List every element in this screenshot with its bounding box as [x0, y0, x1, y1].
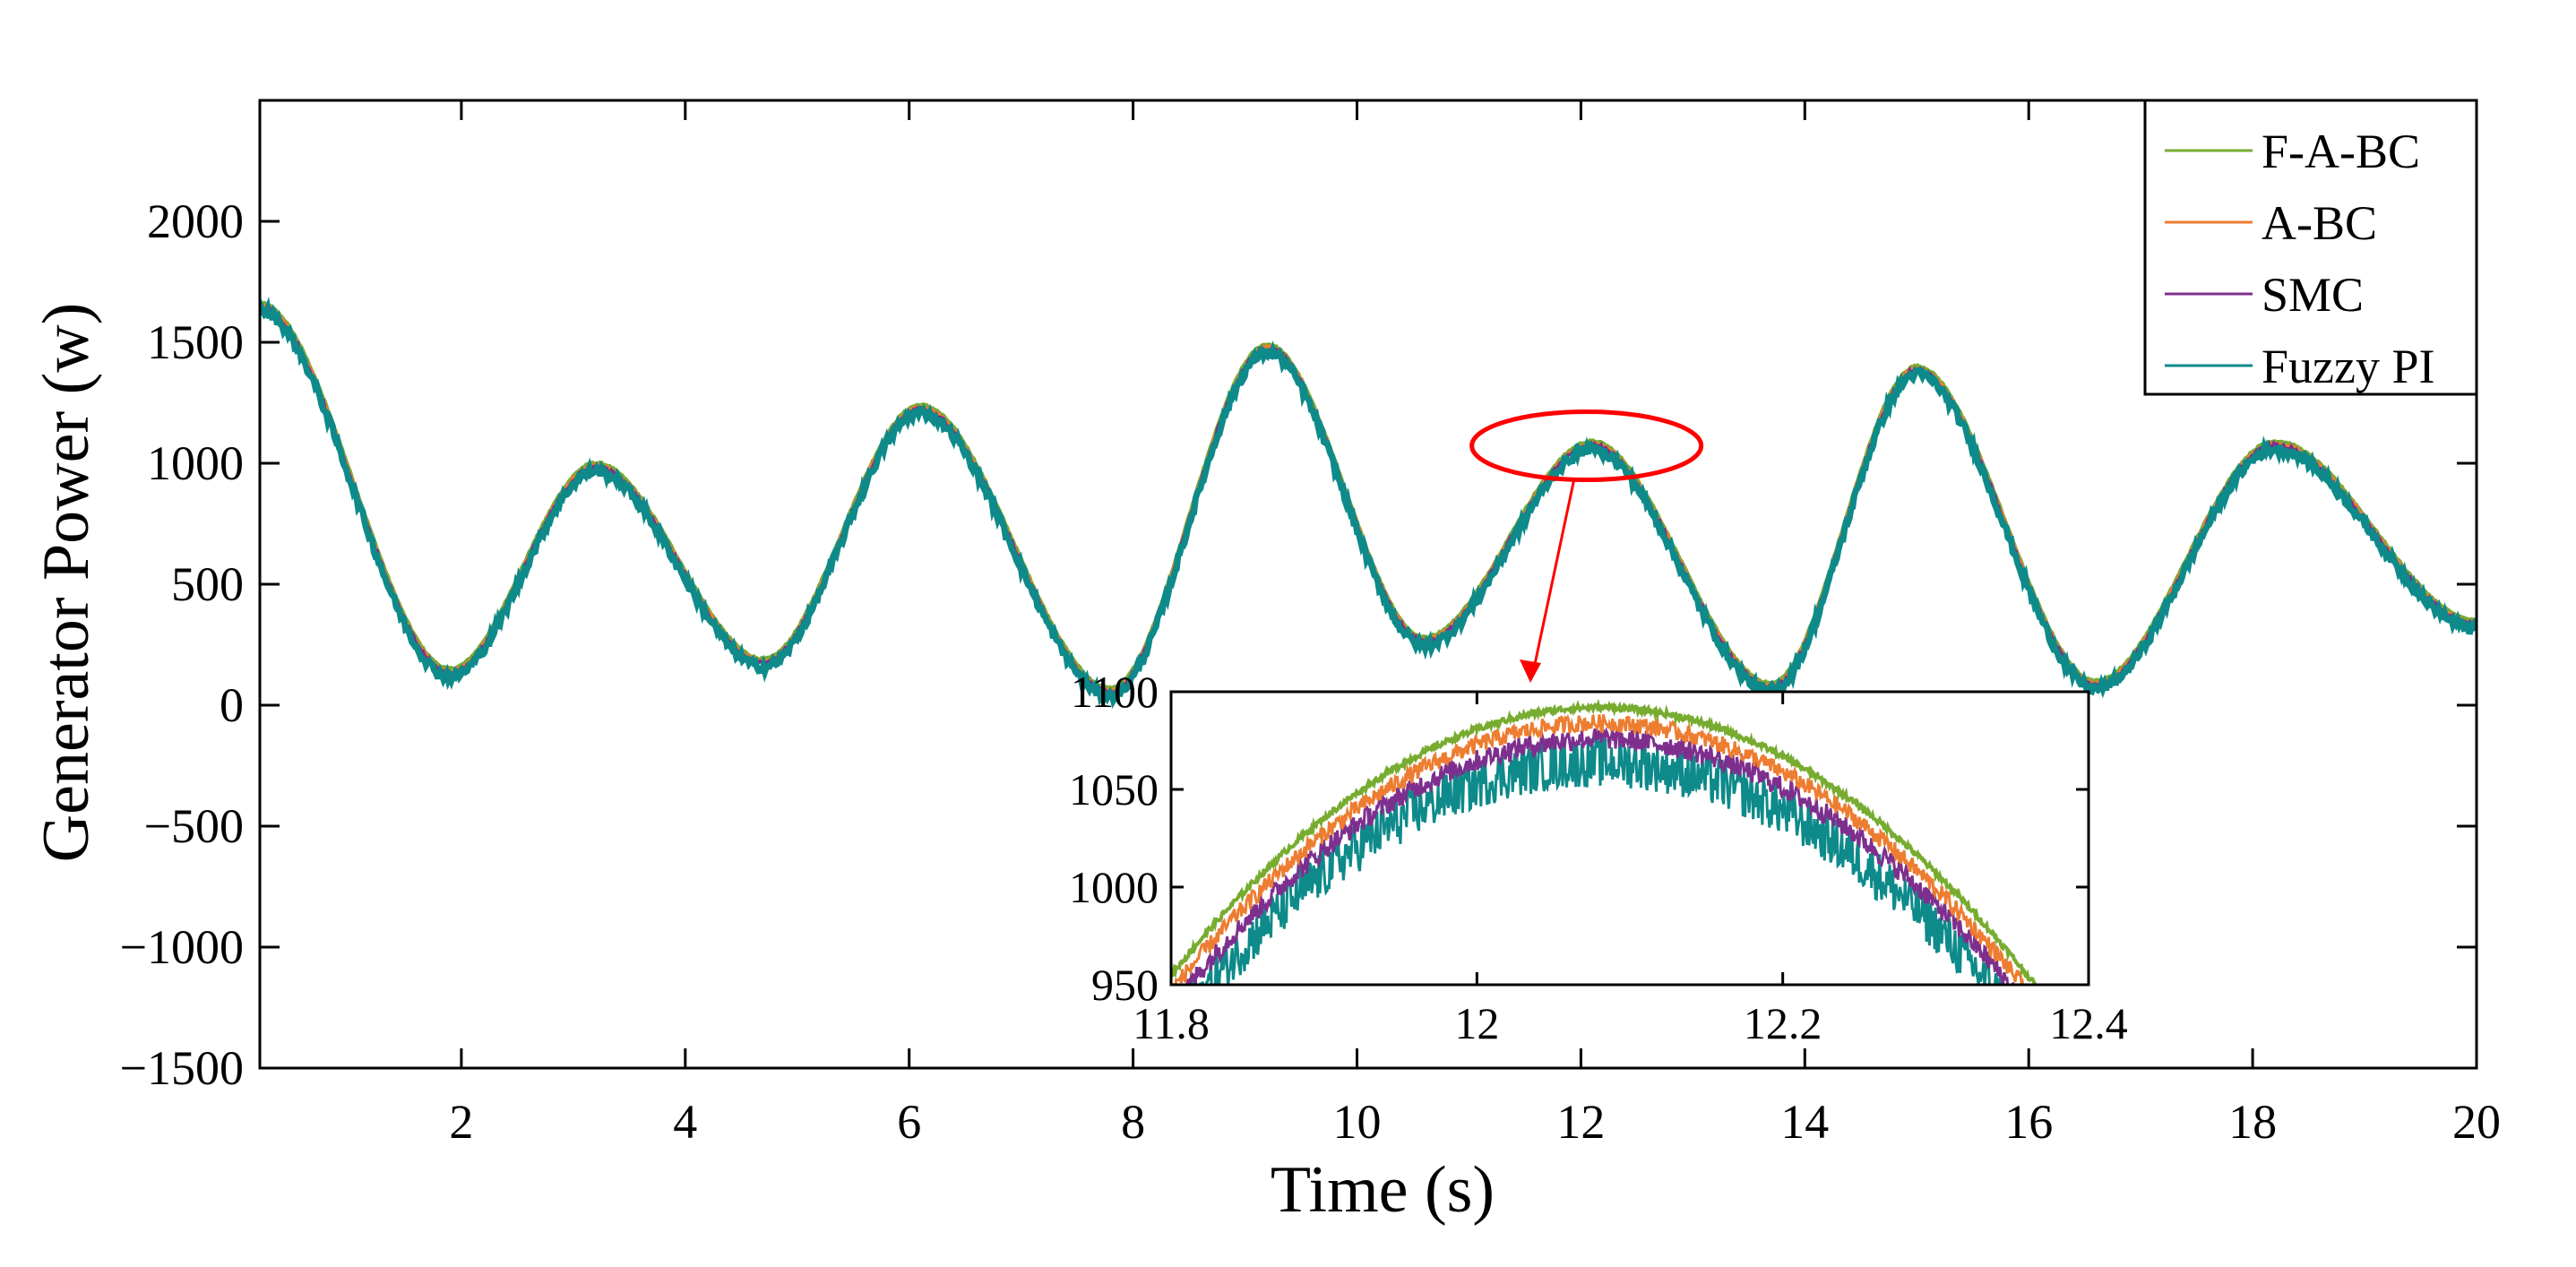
- inset-axes-box: [1169, 690, 2090, 987]
- x-tick-label: 16: [2004, 1095, 2053, 1149]
- y-tick-label: 500: [171, 557, 244, 611]
- highlight-ellipse: [1469, 409, 1704, 482]
- x-tick-label: 6: [897, 1095, 921, 1149]
- x-tick-label: 14: [1780, 1095, 1829, 1149]
- inset-x-tick-label: 12: [1454, 998, 1499, 1048]
- zoom-arrow-head: [1520, 659, 1541, 683]
- x-tick-label: 18: [2228, 1095, 2277, 1149]
- zoom-annotation: [1469, 409, 1704, 683]
- y-axis-title: Generator Power (w): [30, 303, 103, 863]
- x-tick-label: 10: [1333, 1095, 1382, 1149]
- inset-y-tick-label: 1000: [1069, 862, 1159, 912]
- legend-label: Fuzzy PI: [2262, 340, 2434, 393]
- x-tick-label: 20: [2452, 1095, 2501, 1149]
- zoom-inset: 11.8 12 12.2 12.4 950 1000 1050 1100: [1069, 667, 2128, 1048]
- inset-series-smc: [1185, 727, 2015, 985]
- inset-y-tick-label: 1050: [1069, 764, 1159, 814]
- x-tick-label: 4: [673, 1095, 697, 1149]
- y-tick-label: −1000: [120, 920, 244, 974]
- x-tick-label: 12: [1556, 1095, 1605, 1149]
- y-tick-label: 1000: [147, 436, 244, 490]
- inset-y-tick-label: 950: [1091, 960, 1159, 1010]
- y-tick-label: 2000: [147, 194, 244, 248]
- legend: F-A-BC A-BC SMC Fuzzy PI: [2143, 99, 2478, 396]
- inset-series-a-bc: [1171, 713, 2031, 985]
- y-tick-label: 0: [220, 678, 244, 732]
- x-axis-title: Time (s): [1271, 1153, 1495, 1227]
- legend-label: A-BC: [2262, 196, 2377, 250]
- x-tick-label: 2: [449, 1095, 473, 1149]
- inset-y-tick-label: 1100: [1071, 667, 1159, 717]
- inset-series-f-a-bc: [1171, 698, 2038, 985]
- inset-series-group: [1171, 698, 2038, 985]
- y-tick-label: −500: [144, 799, 244, 853]
- inset-x-tick-label: 12.4: [2049, 998, 2128, 1048]
- legend-label: SMC: [2262, 268, 2364, 322]
- x-tick-label: 8: [1121, 1095, 1145, 1149]
- zoom-arrow-line: [1532, 479, 1576, 669]
- main-axes-box: [258, 99, 2478, 1070]
- inset-x-tick-label: 12.2: [1744, 998, 1822, 1048]
- inset-series-fuzzy-pi: [1192, 737, 2002, 985]
- inset-x-tick-label: 11.8: [1133, 998, 1210, 1048]
- y-tick-label: −1500: [120, 1041, 244, 1095]
- y-tick-label: 1500: [147, 315, 244, 369]
- series-line-fuzzy-pi: [260, 296, 2477, 709]
- legend-label: F-A-BC: [2262, 125, 2420, 178]
- main-plot-area: [260, 296, 2477, 709]
- main-axes: 2 4 6 8 10 12 14 16 18 20 −1500 −1000 −500 0 500 1000 15…: [120, 99, 2501, 1149]
